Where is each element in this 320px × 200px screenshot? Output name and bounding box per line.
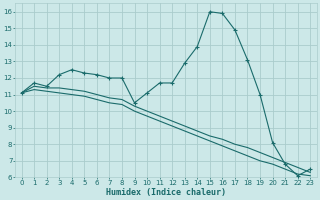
X-axis label: Humidex (Indice chaleur): Humidex (Indice chaleur)	[106, 188, 226, 197]
